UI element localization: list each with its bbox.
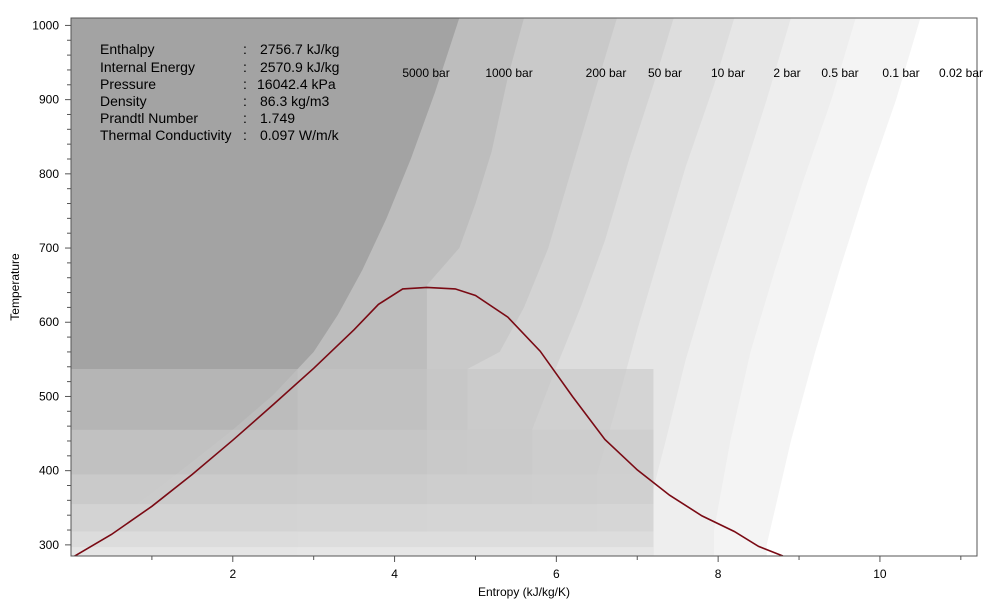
- info-sep-3: :: [243, 93, 247, 109]
- saturation-curve: [73, 286, 784, 556]
- y-tick-label: 600: [39, 315, 59, 329]
- info-label-0: Enthalpy: [100, 41, 154, 57]
- isobar-label: 50 bar: [648, 66, 682, 80]
- isobar-label: 0.02 bar: [939, 66, 983, 80]
- isobar-label: 5000 bar: [402, 66, 449, 80]
- y-axis-title: Temperature: [8, 253, 22, 321]
- y-tick-label: 300: [39, 538, 59, 552]
- property-readout: Enthalpy : 2756.7 kJ/kg Internal Energy …: [100, 41, 340, 143]
- info-value-4: 1.749: [260, 110, 295, 126]
- x-tick-label: 2: [229, 567, 236, 581]
- isobar-label: 0.5 bar: [821, 66, 858, 80]
- x-tick-label: 10: [873, 567, 887, 581]
- info-sep-1: :: [243, 59, 247, 75]
- info-sep-2: :: [243, 76, 247, 92]
- phase-band-5: [71, 547, 654, 556]
- info-sep-5: :: [243, 127, 247, 143]
- y-tick-label: 800: [39, 167, 59, 181]
- info-value-1: 2570.9 kJ/kg: [260, 59, 339, 75]
- plot-frame: [70, 17, 978, 557]
- isobar-labels: 5000 bar 1000 bar 200 bar 50 bar 10 bar 2 bar…: [402, 66, 983, 80]
- y-tick-label: 1000: [32, 18, 59, 32]
- info-value-2: 16042.4 kPa: [257, 76, 336, 92]
- info-label-3: Density: [100, 93, 147, 109]
- y-tick-label: 900: [39, 93, 59, 107]
- isobar-label: 10 bar: [711, 66, 745, 80]
- info-label-1: Internal Energy: [100, 59, 195, 75]
- y-tick-label: 400: [39, 464, 59, 478]
- info-value-3: 86.3 kg/m3: [260, 93, 329, 109]
- info-sep-4: :: [243, 110, 247, 126]
- x-tick-label: 8: [715, 567, 722, 581]
- info-value-0: 2756.7 kJ/kg: [260, 41, 339, 57]
- x-axis-title: Entropy (kJ/kg/K): [478, 585, 570, 599]
- saturation-dome: [73, 286, 784, 556]
- info-label-4: Prandtl Number: [100, 110, 198, 126]
- x-tick-label: 4: [391, 567, 398, 581]
- y-tick-label: 700: [39, 241, 59, 255]
- isobar-label: 0.1 bar: [882, 66, 919, 80]
- axes: 2 4 6 8 10 300 400 500 600 700 800 900 1000: [32, 17, 978, 581]
- isobar-label: 1000 bar: [485, 66, 532, 80]
- info-value-5: 0.097 W/m/k: [260, 127, 340, 143]
- isobar-label: 200 bar: [586, 66, 627, 80]
- y-tick-label: 500: [39, 389, 59, 403]
- info-sep-0: :: [243, 41, 247, 57]
- info-label-5: Thermal Conductivity: [100, 127, 232, 143]
- isobar-label: 2 bar: [773, 66, 800, 80]
- two-phase-bands: [71, 369, 654, 556]
- info-label-2: Pressure: [100, 76, 156, 92]
- x-tick-label: 6: [553, 567, 560, 581]
